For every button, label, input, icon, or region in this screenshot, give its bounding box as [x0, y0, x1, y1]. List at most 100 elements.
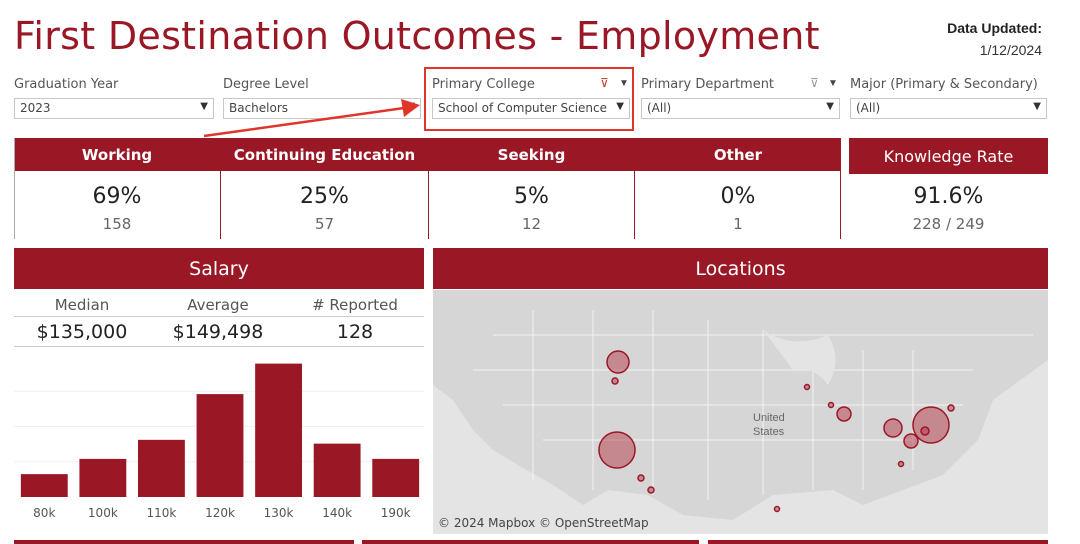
- page-title: First Destination Outcomes - Employment: [14, 14, 820, 58]
- divider: [14, 138, 15, 239]
- map-marker: [598, 431, 636, 469]
- chevron-down-icon[interactable]: ▼: [619, 78, 629, 89]
- kpi-seeking: Seeking 5% 12: [429, 138, 634, 239]
- map-marker: [897, 460, 905, 468]
- median-label: Median: [54, 296, 110, 314]
- salary-bar[interactable]: [196, 394, 244, 497]
- kpi-other-label: Other: [635, 138, 841, 171]
- x-tick-label: 80k: [33, 506, 55, 520]
- primary-college-value: School of Computer Science: [438, 101, 608, 115]
- filter-label-graduation-year: Graduation Year: [14, 77, 119, 92]
- map-marker: [611, 377, 619, 385]
- bottom-panel-header: [14, 540, 354, 544]
- graduation-year-select[interactable]: 2023 ▼: [14, 98, 214, 119]
- salary-bar[interactable]: [79, 458, 127, 497]
- x-tick-label: 190k: [381, 506, 411, 520]
- map-country-label-line2: States: [753, 426, 785, 438]
- map-marker: [606, 350, 630, 374]
- filter-label-primary-college: Primary College: [432, 77, 535, 92]
- map-graphic: [433, 290, 1048, 534]
- divider: [428, 138, 429, 239]
- map-markers: [598, 350, 955, 513]
- x-tick-label: 130k: [264, 506, 294, 520]
- salary-title: Salary: [14, 248, 424, 289]
- x-tick-label: 140k: [322, 506, 352, 520]
- kpi-other: Other 0% 1: [635, 138, 841, 239]
- data-updated-label: Data Updated:: [947, 20, 1042, 36]
- salary-bar[interactable]: [138, 439, 185, 497]
- divider: [634, 138, 635, 239]
- highlight-box: [424, 67, 634, 131]
- kpi-working-pct: 69%: [92, 184, 142, 209]
- reported-label: # Reported: [312, 296, 398, 314]
- map-marker: [883, 418, 903, 438]
- map-marker: [647, 486, 655, 494]
- bottom-panel-header: [362, 540, 699, 544]
- kpi-seeking-label: Seeking: [429, 138, 634, 171]
- average-label: Average: [187, 296, 249, 314]
- kpi-continuing-education-count: 57: [314, 215, 335, 233]
- degree-level-value: Bachelors: [229, 101, 289, 115]
- locations-title: Locations: [433, 248, 1048, 289]
- kpi-continuing-education-pct: 25%: [300, 184, 349, 209]
- kpi-seeking-pct: 5%: [514, 184, 549, 209]
- major-select[interactable]: (All) ▼: [850, 98, 1047, 119]
- divider: [14, 316, 424, 317]
- average-value: $149,498: [172, 321, 264, 343]
- x-tick-label: 110k: [146, 506, 176, 520]
- kpi-working-count: 158: [102, 215, 132, 233]
- primary-college-select[interactable]: School of Computer Science ▼: [432, 98, 630, 119]
- filter-icon[interactable]: ⊽: [810, 76, 819, 90]
- kpi-other-pct: 0%: [720, 184, 756, 209]
- map-marker: [773, 505, 781, 513]
- kpi-continuing-education-label: Continuing Education: [221, 138, 428, 171]
- knowledge-rate-card: Knowledge Rate 91.6% 228 / 249: [849, 138, 1048, 239]
- knowledge-rate-detail: 228 / 249: [912, 215, 985, 233]
- map-credit: © 2024 Mapbox © OpenStreetMap: [438, 516, 649, 530]
- chevron-down-icon: ▼: [200, 101, 208, 112]
- divider: [14, 346, 424, 347]
- kpi-seeking-count: 12: [521, 215, 542, 233]
- filter-label-degree-level: Degree Level: [223, 77, 309, 92]
- kpi-working: Working 69% 158: [14, 138, 220, 239]
- map-marker: [947, 404, 955, 412]
- salary-histogram: 80k 100k 110k 120k 130k 140k 190k: [14, 363, 424, 520]
- bottom-panel-header: [708, 540, 1048, 544]
- knowledge-rate-label: Knowledge Rate: [849, 138, 1048, 174]
- x-tick-label: 120k: [205, 506, 235, 520]
- major-value: (All): [856, 101, 881, 115]
- reported-value: 128: [336, 321, 374, 343]
- graduation-year-value: 2023: [20, 101, 51, 115]
- x-tick-label: 100k: [88, 506, 118, 520]
- kpi-row: Working 69% 158 Continuing Education 25%…: [14, 138, 841, 239]
- map-marker: [912, 406, 950, 444]
- kpi-other-count: 1: [733, 215, 743, 233]
- map-marker: [836, 406, 852, 422]
- kpi-continuing-education: Continuing Education 25% 57: [221, 138, 428, 239]
- salary-bar[interactable]: [20, 474, 68, 497]
- divider: [220, 138, 221, 239]
- map-country-label-line1: United: [753, 412, 785, 424]
- salary-bar[interactable]: [372, 458, 420, 497]
- chevron-down-icon: ▼: [616, 101, 624, 112]
- salary-bar[interactable]: [313, 443, 361, 497]
- map-marker: [920, 426, 930, 436]
- locations-map[interactable]: United States: [433, 290, 1048, 534]
- primary-department-value: (All): [647, 101, 672, 115]
- salary-bar[interactable]: [255, 363, 302, 497]
- primary-department-select[interactable]: (All) ▼: [641, 98, 840, 119]
- divider: [840, 138, 841, 239]
- map-marker: [803, 383, 811, 391]
- clear-filter-icon[interactable]: ⊽: [600, 76, 609, 90]
- median-value: $135,000: [36, 321, 128, 343]
- chevron-down-icon: ▼: [826, 101, 834, 112]
- knowledge-rate-value: 91.6%: [913, 184, 984, 209]
- filter-label-primary-department: Primary Department: [641, 77, 775, 92]
- chevron-down-icon: ▼: [1033, 101, 1041, 112]
- kpi-working-label: Working: [14, 138, 220, 171]
- map-marker: [637, 474, 645, 482]
- chevron-down-icon[interactable]: ▼: [828, 78, 838, 89]
- data-updated-date: 1/12/2024: [979, 42, 1042, 58]
- map-marker: [827, 401, 835, 409]
